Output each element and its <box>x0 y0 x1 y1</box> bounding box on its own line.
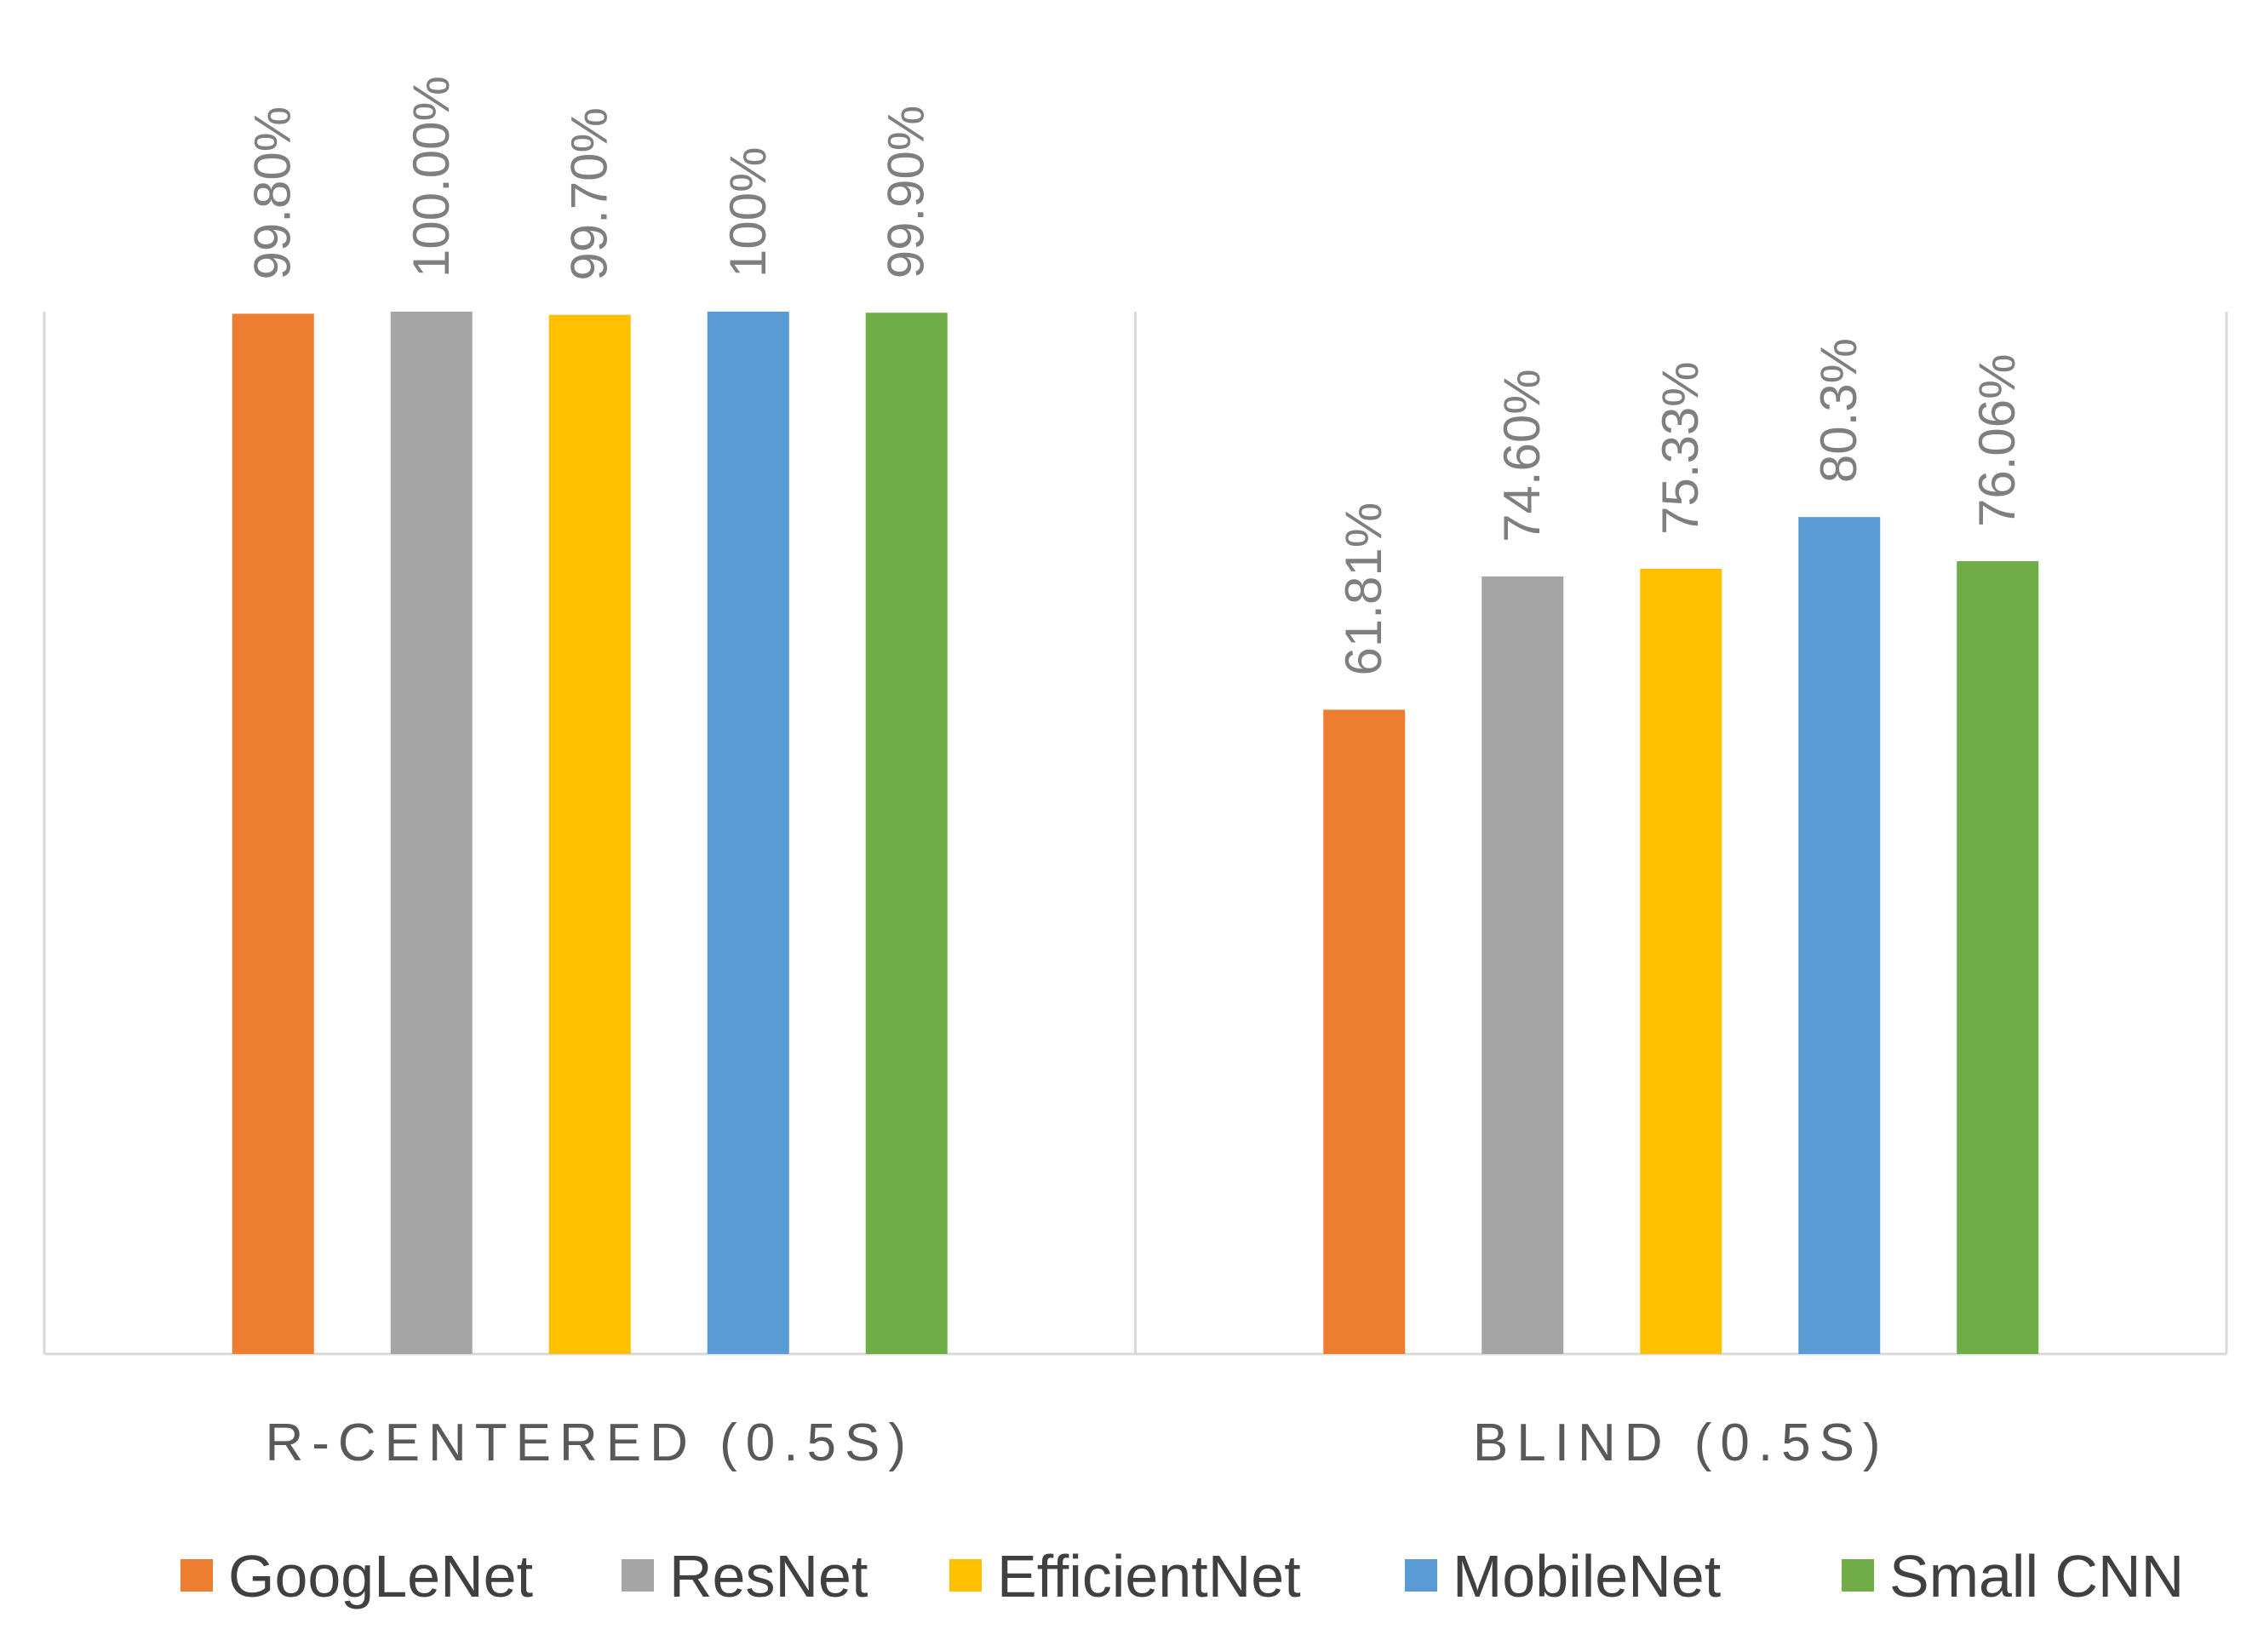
bar-resnet-r-centered <box>390 312 473 1354</box>
legend-label: EfficientNet <box>997 1543 1301 1609</box>
data-label: 99.80% <box>244 106 301 280</box>
legend-label: ResNet <box>669 1543 868 1609</box>
data-label: 100% <box>719 147 777 278</box>
category-label: R-CENTERED (0.5S) <box>265 1414 914 1472</box>
legend-item: ResNet <box>622 1543 868 1609</box>
bar-small-cnn-blind <box>1957 561 2039 1354</box>
plot-area <box>43 312 2228 1356</box>
bar-small-cnn-r-centered <box>865 313 948 1354</box>
legend-label: Small CNN <box>1889 1543 2184 1609</box>
legend: GoogLeNet ResNet EfficientNet MobileNet Smal… <box>181 1543 2184 1609</box>
data-label: 99.90% <box>878 106 935 279</box>
data-label: 99.70% <box>561 107 618 281</box>
legend-swatch <box>949 1559 982 1592</box>
category-label: BLIND (0.5S) <box>1473 1414 1889 1472</box>
data-label: 74.60% <box>1493 369 1550 542</box>
legend-swatch <box>181 1559 213 1592</box>
bar-mobilenet-r-centered <box>707 312 789 1354</box>
bar-googlenet-blind <box>1323 709 1406 1354</box>
bar-efficientnet-blind <box>1640 568 1722 1354</box>
data-label: 76.06% <box>1969 354 2026 528</box>
legend-item: MobileNet <box>1405 1543 1721 1609</box>
legend-swatch <box>1842 1559 1874 1592</box>
legend-item: EfficientNet <box>949 1543 1301 1609</box>
bar-efficientnet-r-centered <box>548 314 631 1354</box>
legend-item: GoogLeNet <box>181 1543 533 1609</box>
bars-group <box>232 312 2039 1354</box>
legend-label: GoogLeNet <box>228 1543 533 1609</box>
data-label: 75.33% <box>1652 361 1709 535</box>
bar-googlenet-r-centered <box>232 313 314 1354</box>
bar-mobilenet-blind <box>1798 517 1881 1354</box>
legend-swatch <box>622 1559 654 1592</box>
data-label: 80.3% <box>1810 338 1867 483</box>
data-label: 61.81% <box>1335 502 1392 676</box>
legend-label: MobileNet <box>1453 1543 1721 1609</box>
data-label: 100.00% <box>403 76 460 278</box>
category-labels-group: R-CENTERED (0.5S) BLIND (0.5S) <box>265 1414 1889 1472</box>
data-labels-group: 99.80% 100.00% 99.70% 100% 99.90% 61.81% 74.60… <box>244 76 2026 675</box>
legend-swatch <box>1405 1559 1437 1592</box>
bar-resnet-blind <box>1481 576 1564 1354</box>
legend-item: Small CNN <box>1842 1543 2184 1609</box>
